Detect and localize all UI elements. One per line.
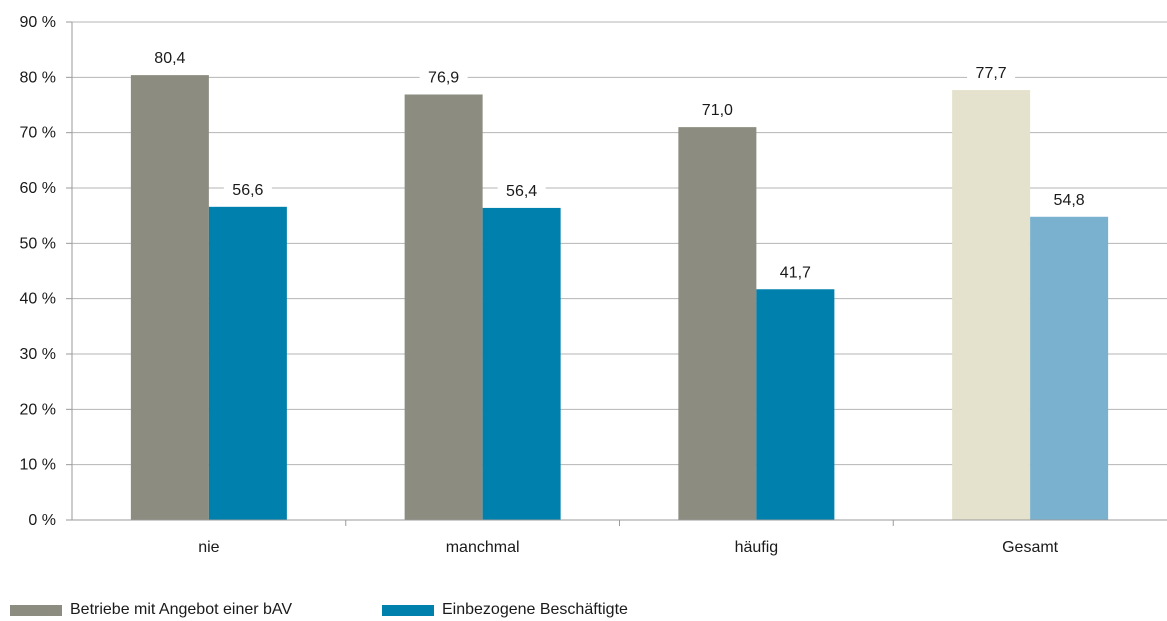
- data-label-bg: [693, 100, 742, 121]
- data-label: 77,7: [976, 65, 1007, 82]
- bar-beschaeftigte-0: [208, 206, 287, 520]
- bar-betriebe-2: [678, 127, 757, 520]
- x-category-label: nie: [198, 539, 219, 556]
- y-tick-label: 50 %: [20, 235, 56, 252]
- data-label: 56,4: [506, 183, 537, 200]
- legend-item-betriebe: Betriebe mit Angebot einer bAV: [10, 601, 382, 619]
- data-label-bg: [145, 48, 194, 69]
- y-tick-label: 60 %: [20, 180, 56, 197]
- legend-item-beschaeftigte: Einbezogene Beschäftigte: [382, 601, 628, 619]
- y-tick-label: 70 %: [20, 125, 56, 142]
- y-tick-label: 40 %: [20, 291, 56, 308]
- data-label: 41,7: [780, 264, 811, 281]
- y-tick-label: 10 %: [20, 457, 56, 474]
- y-tick-label: 20 %: [20, 401, 56, 418]
- data-label-bg: [419, 67, 468, 88]
- bar-beschaeftigte-1: [482, 207, 561, 521]
- data-label-bg: [771, 262, 820, 283]
- bar-betriebe-0: [130, 75, 209, 521]
- data-label-bg: [967, 63, 1016, 84]
- labels: 0 % 10 % 20 % 30 % 40 % 50 % 60 % 70 % 80 % 90 % 8…: [20, 14, 1094, 556]
- bar-beschaeftigte-3: [1030, 216, 1109, 521]
- x-category-label: Gesamt: [1002, 539, 1059, 556]
- legend-label-beschaeftigte: Einbezogene Beschäftigte: [442, 601, 628, 618]
- data-label: 80,4: [154, 50, 185, 67]
- y-tick-label: 80 %: [20, 69, 56, 86]
- bar-chart: 0 % 10 % 20 % 30 % 40 % 50 % 60 % 70 % 80 % 90 % 8…: [20, 14, 1167, 556]
- legend: Betriebe mit Angebot einer bAV Einbezoge…: [10, 600, 628, 620]
- legend-swatch-betriebe: [10, 604, 62, 616]
- data-label-bg: [223, 179, 272, 200]
- y-tick-label: 30 %: [20, 346, 56, 363]
- y-tick-label: 0 %: [28, 512, 56, 529]
- legend-swatch-beschaeftigte: [382, 604, 434, 616]
- bar-betriebe-3: [952, 90, 1031, 520]
- bar-betriebe-1: [404, 94, 483, 520]
- data-label: 76,9: [428, 69, 459, 86]
- data-label: 71,0: [702, 102, 733, 119]
- x-category-label: manchmal: [446, 539, 520, 556]
- data-label: 54,8: [1054, 192, 1085, 209]
- data-label-bg: [497, 180, 546, 201]
- y-tick-label: 90 %: [20, 14, 56, 31]
- data-label-bg: [1045, 189, 1094, 210]
- x-category-label: häufig: [735, 539, 779, 556]
- legend-label-betriebe: Betriebe mit Angebot einer bAV: [70, 601, 293, 618]
- bar-beschaeftigte-2: [756, 289, 835, 520]
- axes: [66, 21, 1167, 526]
- bars: [130, 75, 1109, 521]
- data-label: 56,6: [232, 182, 263, 199]
